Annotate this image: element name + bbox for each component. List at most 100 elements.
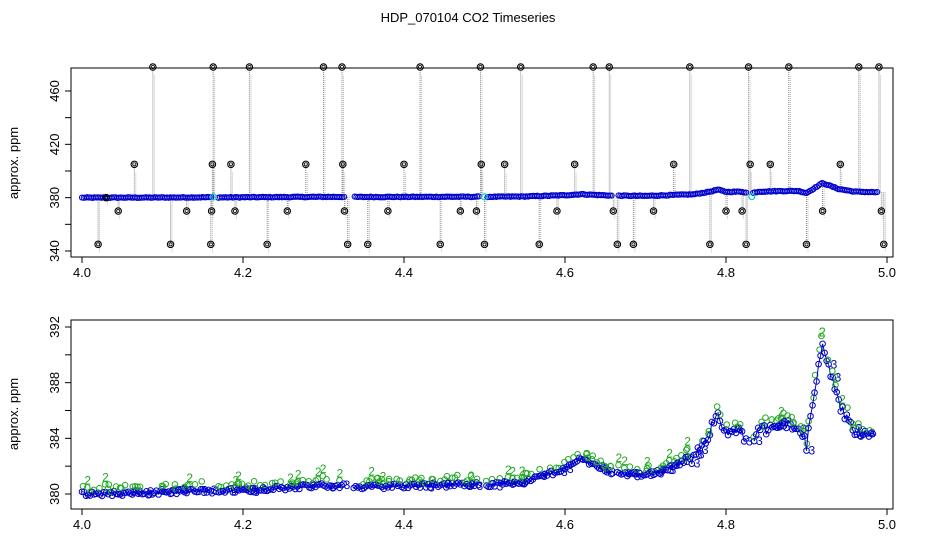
series-3-label: 3	[684, 454, 691, 468]
series-3-label: 3	[476, 479, 483, 493]
spike-point-inner	[838, 162, 843, 167]
series-2-point	[198, 478, 206, 485]
spike-point	[629, 240, 638, 249]
series-3-point	[521, 480, 529, 487]
series-2-point	[429, 475, 437, 483]
spike-point	[283, 207, 292, 215]
spike-point	[456, 207, 465, 215]
spike-point-inner	[671, 162, 676, 167]
series-3-line	[270, 488, 274, 491]
series-2-point	[705, 427, 713, 435]
series-3-point	[153, 487, 160, 494]
series-3-line	[184, 491, 187, 494]
spike-point-inner	[615, 242, 620, 247]
series-3-point	[400, 484, 408, 492]
series-3-label: 3	[809, 444, 816, 458]
series-3-line	[574, 460, 578, 463]
series-2-point	[705, 430, 712, 438]
spike-point	[231, 207, 239, 215]
series-3-label: 3	[670, 463, 677, 477]
series-3-point	[855, 423, 863, 431]
spike-point	[477, 160, 486, 169]
series-3-point	[471, 482, 478, 490]
panel-top-y-axis: 340 380 420 460	[47, 80, 71, 262]
series-2-point	[84, 484, 91, 491]
series-2-point	[467, 472, 475, 479]
spike-point	[738, 207, 746, 215]
spike-point	[476, 63, 485, 71]
series-3-point	[857, 433, 865, 440]
spike-point	[182, 207, 191, 215]
spike-point	[338, 63, 346, 71]
series-2-point	[449, 474, 456, 482]
series-2-label: 2	[519, 464, 526, 478]
spike-point	[877, 207, 886, 215]
series-2-point	[607, 462, 615, 470]
series-3-label: 3	[696, 448, 703, 462]
series-2-point	[305, 477, 313, 485]
spike-point	[343, 240, 352, 249]
series-2-label: 2	[295, 467, 302, 481]
series-3-point	[833, 388, 840, 396]
spike-point	[535, 240, 543, 249]
series-3-point	[583, 457, 591, 464]
spike-point-inner	[247, 65, 252, 70]
spike-point	[416, 63, 424, 71]
series-3-point	[634, 473, 641, 481]
series-2-point	[762, 414, 769, 421]
panel-top-x-tick-label: 5.0	[878, 265, 896, 280]
spike-point-inner	[748, 162, 753, 167]
panel-bottom-series: 2233333333233333223333322322323223333323…	[78, 325, 877, 501]
series-3-line	[291, 485, 294, 488]
spike-point	[364, 240, 372, 249]
spike-point	[114, 207, 122, 215]
series-2-point	[818, 332, 825, 340]
series-2-point	[866, 427, 873, 434]
series-3-point	[296, 485, 303, 493]
spike-point	[340, 207, 349, 215]
series-3-label: 3	[428, 480, 435, 494]
series-3-point	[622, 469, 629, 476]
spike-point-inner	[168, 242, 173, 247]
series-3-point	[487, 483, 494, 491]
spike-point-inner	[537, 242, 542, 247]
series-3-line	[145, 491, 149, 496]
series-2-point	[546, 464, 554, 472]
series-3-point	[724, 431, 732, 439]
series-3-point	[491, 483, 498, 490]
series-2-point	[684, 445, 691, 452]
spike-point-inner	[478, 65, 483, 70]
series-2-point	[555, 464, 563, 472]
spike-point-inner	[479, 162, 484, 167]
series-2-point	[713, 403, 721, 410]
spike-point-inner	[881, 242, 886, 247]
spike-point-inner	[611, 208, 616, 213]
series-3-point	[710, 419, 718, 427]
spike-point-inner	[820, 208, 825, 213]
series-3-line	[653, 473, 656, 476]
series-3-point	[86, 492, 94, 499]
series-2-point	[597, 457, 604, 465]
series-2-point	[488, 475, 496, 483]
spike-point	[500, 160, 509, 169]
series-3-label: 3	[800, 422, 807, 436]
series-3-line	[558, 470, 562, 473]
panel-top-x-tick-label: 4.8	[717, 265, 735, 280]
spike-point-inner	[879, 208, 884, 213]
baseline-point	[473, 193, 481, 200]
spike-point-inner	[482, 242, 487, 247]
series-2-point	[723, 421, 731, 428]
series-3-line	[753, 434, 757, 442]
cyan-point	[748, 193, 756, 201]
spike-point	[400, 160, 408, 169]
spike-point-inner	[651, 208, 656, 213]
series-2-point	[683, 446, 690, 454]
panel-top: 4.0 4.2 4.4 4.6 4.8 5.0 340 380 420 460 approx. …	[6, 63, 896, 280]
series-2-point	[673, 454, 680, 462]
series-2-point	[736, 420, 744, 428]
series-3-line	[443, 483, 447, 488]
series-3-line	[818, 355, 822, 365]
series-2-point	[583, 449, 591, 457]
spike-point	[130, 160, 139, 169]
series-3-line	[87, 494, 91, 497]
